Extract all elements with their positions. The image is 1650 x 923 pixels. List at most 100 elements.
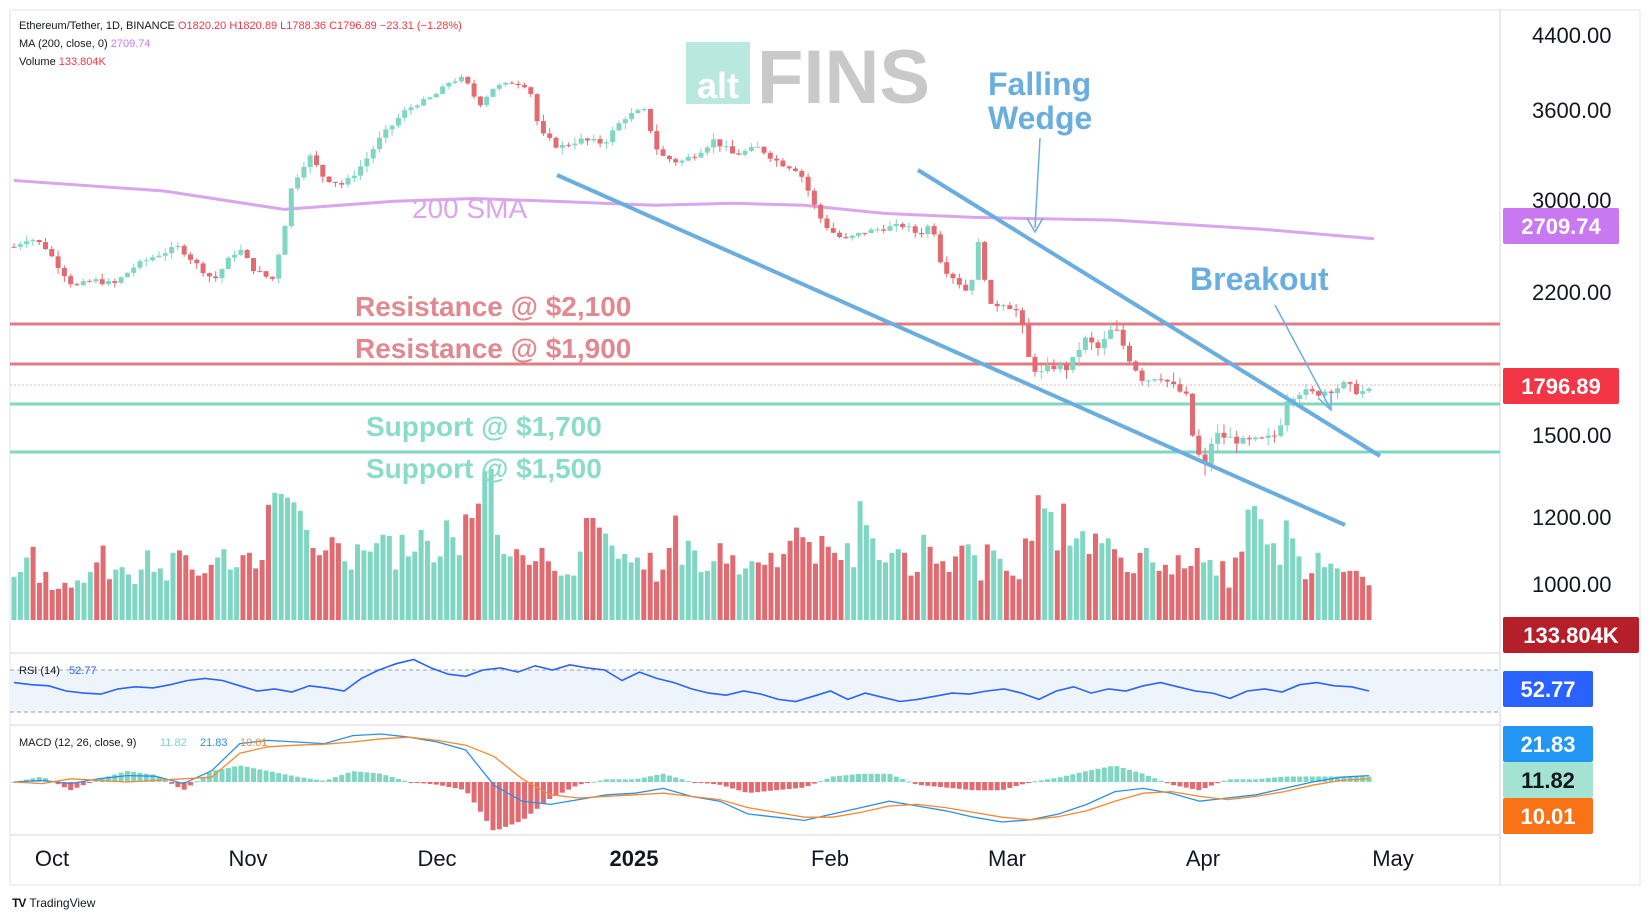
macd-hist-bar xyxy=(748,782,754,793)
volume-badge xyxy=(1503,617,1639,653)
volume-bar xyxy=(844,543,850,620)
candle xyxy=(730,146,735,154)
macd-hist-bar xyxy=(414,782,420,783)
candle xyxy=(1303,389,1309,395)
candle xyxy=(723,146,729,148)
volume-bar xyxy=(774,567,780,620)
volume-bar xyxy=(234,567,240,620)
macd-hist-bar xyxy=(131,771,137,782)
macd-hist-bar xyxy=(238,765,244,782)
volume-bar xyxy=(825,546,831,620)
macd-hist-bar xyxy=(314,779,319,782)
macd-hist-bar xyxy=(1240,779,1246,783)
candle xyxy=(856,232,861,236)
macd-hist-bar xyxy=(1114,766,1120,782)
candle xyxy=(1026,325,1032,357)
macd-hist-bar xyxy=(383,775,389,782)
volume-bar xyxy=(329,537,335,620)
macd-hist-bar xyxy=(547,782,553,799)
macd-hist-bar xyxy=(893,776,899,782)
macd-hist-bar xyxy=(937,782,943,787)
macd-hist-bar xyxy=(364,772,370,782)
volume-bar xyxy=(997,558,1003,620)
macd-hist-bar xyxy=(484,782,490,821)
volume-bar xyxy=(246,552,252,620)
volume-bar xyxy=(1048,512,1054,620)
volume-bar xyxy=(571,575,577,620)
candle xyxy=(175,245,181,248)
candle xyxy=(566,144,572,146)
volume-bar xyxy=(450,537,456,620)
volume-bar xyxy=(1188,566,1194,620)
candle xyxy=(219,269,225,279)
volume-bar xyxy=(895,549,901,620)
candle xyxy=(975,242,981,280)
volume-bar xyxy=(685,540,691,620)
volume-bar xyxy=(1124,572,1130,620)
volume-bar xyxy=(1315,552,1321,620)
volume-bar xyxy=(1353,570,1359,620)
macd-hist-bar xyxy=(509,782,515,825)
candle xyxy=(11,246,17,248)
volume-bar xyxy=(106,579,112,620)
sma-badge-value: 2709.74 xyxy=(1521,214,1601,239)
change-value: −23.31 (−1.28%) xyxy=(379,20,462,32)
volume-bar xyxy=(832,552,838,620)
rsi-title: RSI (14) xyxy=(19,665,60,677)
macd-hist-bar xyxy=(585,782,590,783)
symbol-line: Ethereum/Tether, 1D, BINANCE xyxy=(19,20,175,32)
candle xyxy=(339,183,345,185)
volume-bar xyxy=(1264,544,1270,620)
wedge-label-1: Falling xyxy=(988,66,1091,102)
volume-bar xyxy=(526,564,532,620)
candle xyxy=(169,247,175,254)
volume-bar xyxy=(933,563,939,620)
support-1500-label: Support @ $1,500 xyxy=(366,453,602,484)
candle xyxy=(131,267,137,273)
candle xyxy=(748,147,754,151)
time-axis: Oct Nov Dec 2025 Feb Mar Apr May xyxy=(35,846,1414,871)
volume-bar xyxy=(806,542,812,620)
symbol-header: Ethereum/Tether, 1D, BINANCE O1820.20 H1… xyxy=(19,20,462,32)
volume-bar xyxy=(157,568,163,620)
volume-bar xyxy=(1003,570,1009,620)
macd-pane: MACD (12, 26, close, 9) 11.82 21.83 10.0… xyxy=(11,733,1372,831)
candle xyxy=(893,223,899,227)
volume-bar xyxy=(221,549,227,620)
candle xyxy=(1284,401,1290,426)
candle xyxy=(572,143,578,146)
macd-hist-bar xyxy=(1265,778,1271,782)
volume-bar xyxy=(49,590,55,620)
macd-hist-bar xyxy=(868,773,874,783)
macd-hist-bar xyxy=(1303,776,1309,782)
volume-bar xyxy=(1334,568,1340,620)
volume-bar xyxy=(126,574,131,620)
candle xyxy=(969,279,975,291)
macd-hist-bar xyxy=(1177,782,1183,787)
volume-bar xyxy=(908,575,914,620)
volume-bar xyxy=(1105,538,1111,620)
macd-hist-bar xyxy=(181,782,187,790)
volume-value: 133.804K xyxy=(58,56,106,68)
candle xyxy=(824,218,830,228)
volume-bar xyxy=(1099,543,1105,620)
candle xyxy=(654,131,660,150)
macd-hist-bar xyxy=(1171,782,1177,786)
candle xyxy=(421,99,427,106)
volume-bar xyxy=(609,545,615,620)
volume-bar xyxy=(475,503,481,620)
macd-hist-bar xyxy=(459,782,464,790)
volume-bar xyxy=(495,534,500,620)
candle xyxy=(1221,432,1227,438)
volume-bar xyxy=(1023,538,1028,620)
volume-bar xyxy=(883,562,888,620)
macd-hist-bar xyxy=(1227,779,1233,783)
candle xyxy=(1013,309,1019,311)
candle xyxy=(937,234,943,263)
candle xyxy=(1120,329,1126,346)
macd-hist-bar xyxy=(1089,770,1095,782)
volume-bar xyxy=(959,545,965,620)
volume-bar xyxy=(1226,587,1232,620)
volume-bar xyxy=(342,561,348,620)
candle xyxy=(717,139,723,147)
